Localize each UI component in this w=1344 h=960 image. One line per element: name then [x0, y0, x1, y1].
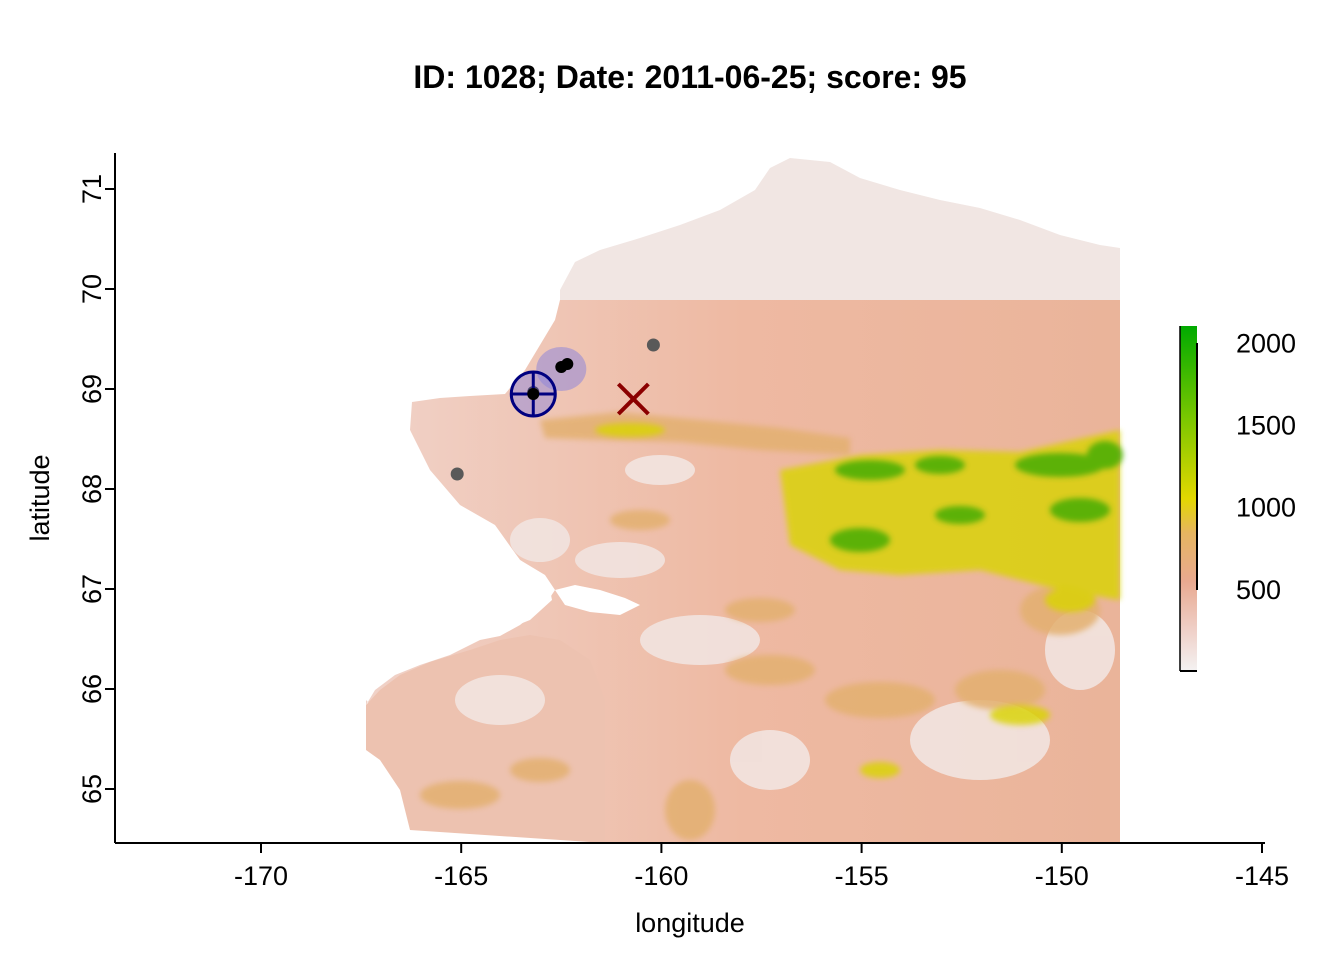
- x-tick-label: -170: [234, 861, 288, 891]
- x-tick-label: -165: [434, 861, 488, 891]
- x-axis-label: longitude: [635, 908, 745, 938]
- elevation-terrain: [300, 158, 1123, 843]
- x-tick-label: -150: [1035, 861, 1089, 891]
- x-tick-label: -145: [1235, 861, 1289, 891]
- x-tick-label: -155: [835, 861, 889, 891]
- y-tick-label: 66: [77, 674, 107, 704]
- elevation-colorbar: 500 1000 1500 2000: [1179, 326, 1296, 672]
- kotzebue-sound-water: [300, 420, 552, 690]
- seward-peninsula-land: [366, 635, 605, 843]
- x-axis-ticks: -170 -165 -160 -155 -150 -145: [234, 843, 1289, 891]
- colorbar-tick-label: 1000: [1236, 493, 1296, 523]
- location-point: [450, 467, 464, 481]
- north-slope-land: [560, 158, 1120, 330]
- colorbar-tick-label: 2000: [1236, 328, 1296, 358]
- plot-axes: -170 -165 -160 -155 -150 -145 65666768697071 …: [25, 153, 1289, 938]
- y-tick-label: 65: [77, 774, 107, 804]
- colorbar-tick-label: 500: [1236, 575, 1281, 605]
- y-tick-label: 71: [77, 174, 107, 204]
- y-tick-label: 67: [77, 574, 107, 604]
- inlet-water: [555, 585, 640, 615]
- y-tick-label: 70: [77, 274, 107, 304]
- colorbar-ticks: 500 1000 1500 2000: [1179, 326, 1296, 672]
- x-tick-label: -160: [634, 861, 688, 891]
- colorbar-tick-label: 1500: [1236, 411, 1296, 441]
- y-tick-label: 69: [77, 374, 107, 404]
- estimate-crosshair-marker: [509, 370, 557, 418]
- y-axis-ticks: 65 66 67 68 69 70 71: [77, 174, 115, 804]
- location-point: [646, 338, 660, 352]
- true-location-x-marker: [616, 382, 650, 416]
- y-axis-label: latitude: [25, 454, 55, 541]
- chart-title: ID: 1028; Date: 2011-06-25; score: 95: [413, 59, 966, 95]
- colorbar-gradient: [1180, 326, 1197, 671]
- location-point: [561, 358, 574, 370]
- y-tick-label: 68: [77, 474, 107, 504]
- map-overlays: [450, 338, 660, 481]
